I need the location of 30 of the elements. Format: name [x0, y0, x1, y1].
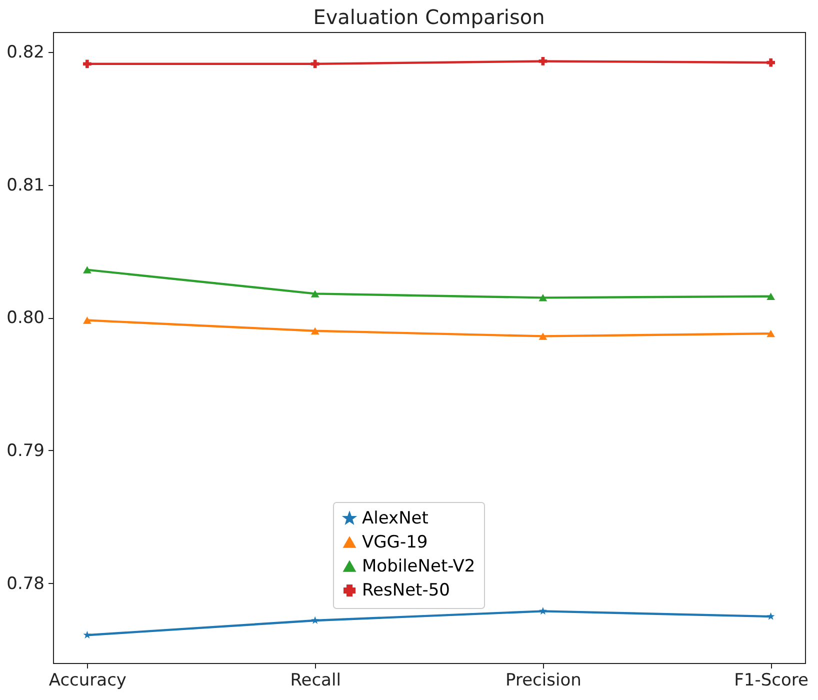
x-tick-label: F1-Score: [734, 670, 808, 690]
x-tick-label: Precision: [506, 670, 582, 690]
legend-label: ResNet-50: [362, 580, 450, 600]
point: [538, 332, 548, 340]
point: [538, 294, 548, 302]
point: [311, 616, 320, 624]
legend-label: MobileNet-V2: [362, 556, 476, 576]
point: [83, 266, 92, 274]
point: [310, 327, 320, 335]
x-tick-label: Accuracy: [48, 670, 126, 690]
point: [538, 607, 547, 615]
y-tick-label: 0.81: [6, 175, 44, 196]
y-tick-label: 0.78: [6, 574, 44, 594]
x-tick-label: Recall: [290, 670, 341, 690]
point: [83, 630, 92, 638]
chart-title: Evaluation Comparison: [313, 5, 545, 29]
legend-label: VGG-19: [362, 532, 428, 552]
point: [83, 316, 92, 324]
point: [766, 330, 775, 338]
point: [766, 58, 775, 67]
y-tick-label: 0.79: [6, 440, 44, 461]
point: [310, 60, 320, 68]
point: [538, 57, 548, 66]
point: [83, 60, 92, 68]
y-tick-label: 0.82: [6, 42, 44, 62]
legend-label: AlexNet: [362, 508, 429, 528]
y-tick-label: 0.80: [6, 308, 44, 328]
point: [766, 292, 775, 300]
point: [310, 290, 320, 298]
point: [766, 612, 775, 620]
